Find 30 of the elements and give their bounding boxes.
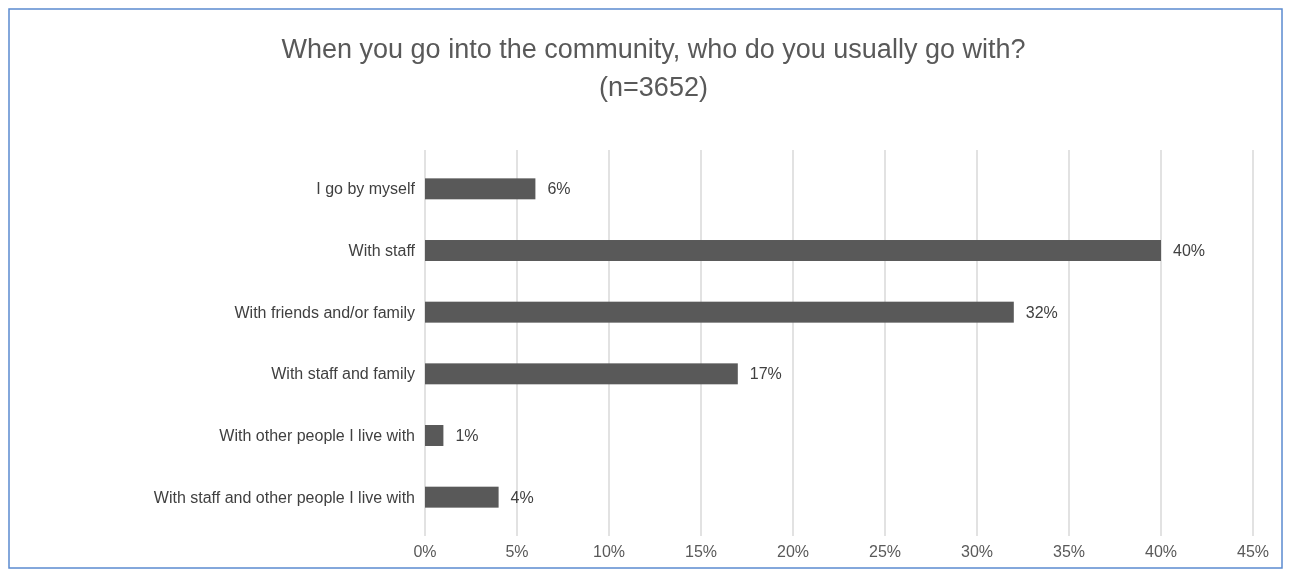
x-tick-label: 0%: [413, 542, 437, 560]
x-tick-label: 40%: [1144, 542, 1178, 560]
y-tick-label: I go by myself: [316, 180, 416, 198]
bar: [425, 363, 738, 385]
y-tick-label: With staff and other people I live with: [153, 488, 415, 506]
y-tick-label: With other people I live with: [219, 427, 415, 445]
bar: [425, 486, 499, 508]
x-tick-label: 30%: [960, 542, 994, 560]
bar: [425, 178, 536, 200]
data-label: 4%: [510, 488, 534, 506]
data-label: 1%: [455, 427, 479, 445]
x-tick-label: 10%: [592, 542, 626, 560]
x-tick-label: 35%: [1052, 542, 1086, 560]
chart-subtitle: (n=3652): [599, 72, 708, 102]
y-tick-label: With staff: [348, 242, 416, 260]
bar: [425, 240, 1161, 261]
x-tick-label: 20%: [776, 542, 810, 560]
x-tick-label: 25%: [868, 542, 902, 560]
data-label: 6%: [547, 180, 571, 198]
bar: [425, 425, 444, 446]
x-tick-label: 5%: [505, 542, 529, 560]
data-label: 40%: [1173, 242, 1206, 260]
y-tick-label: With staff and family: [271, 365, 415, 383]
data-label: 17%: [749, 365, 782, 383]
data-label: 32%: [1025, 303, 1058, 321]
chart-title: When you go into the community, who do you usually go with?: [281, 34, 1026, 64]
x-tick-label: 45%: [1236, 542, 1270, 560]
x-tick-label: 15%: [684, 542, 718, 560]
y-tick-label: With friends and/or family: [234, 303, 415, 321]
bar: [425, 301, 1014, 323]
